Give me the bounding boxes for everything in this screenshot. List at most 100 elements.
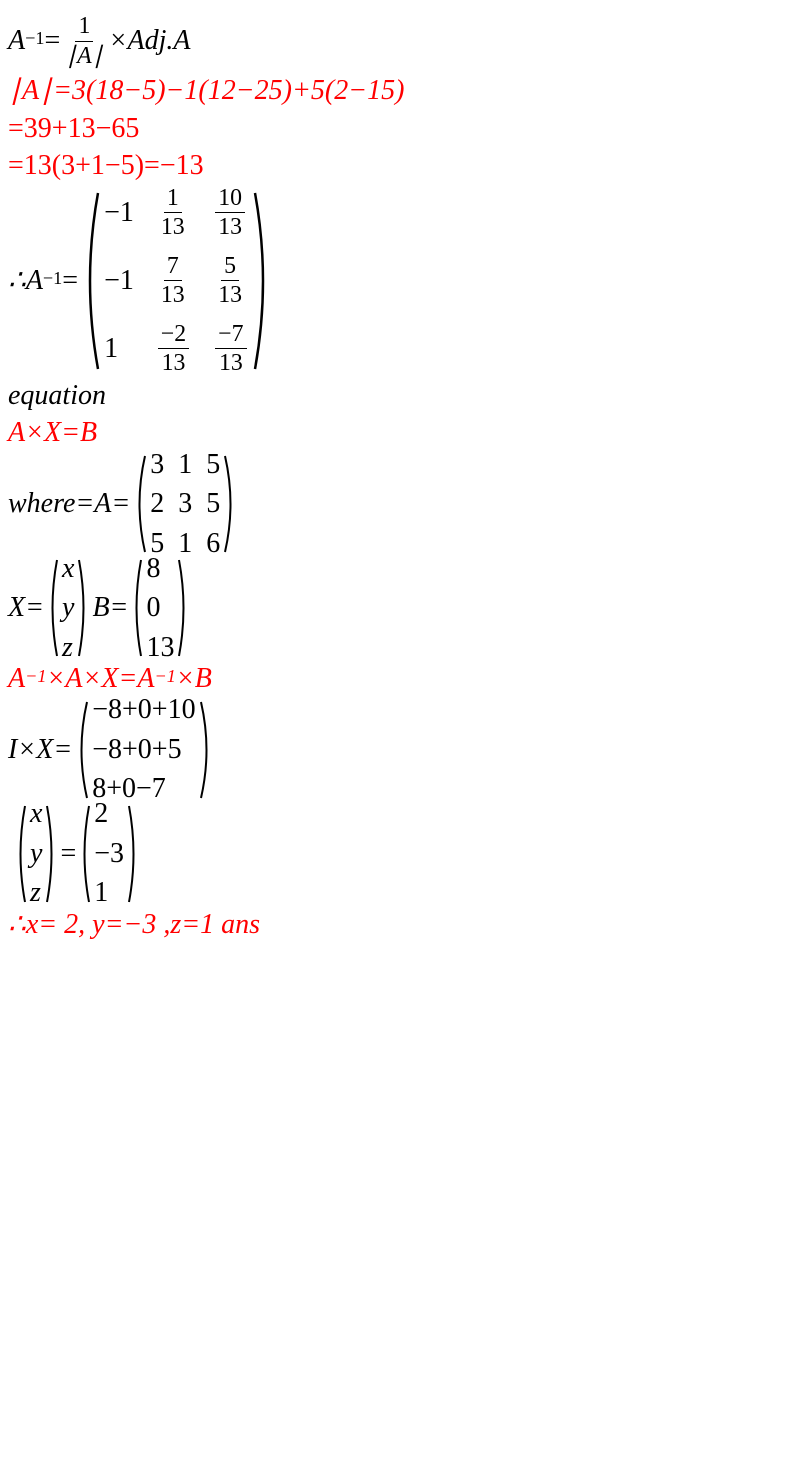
equation-line-6: equation [8,379,792,413]
fraction: 1013 [215,184,245,242]
equation-line-5: ∴A −1 = −11131013−17135131−213−713 [8,191,792,371]
matrix-cell: 1 [178,527,192,561]
left-paren-icon [132,454,148,554]
left-paren-icon [80,191,102,371]
matrix-cell: 113 [156,184,191,242]
exponent: −1 [154,666,175,688]
denominator: 13 [215,281,245,310]
left-paren-icon [78,804,92,904]
text: A [8,24,25,58]
text: where=A= [8,487,130,521]
matrix-cell: −213 [156,320,191,378]
numerator: 7 [164,252,182,282]
matrix-cell: 3 [150,448,164,482]
right-paren-icon [76,558,90,658]
right-paren-icon [126,804,140,904]
text: =39+13−65 [8,112,139,146]
text: B= [92,591,128,625]
text: = [62,264,78,298]
matrix-cell: y [62,591,74,625]
inverse-matrix: −11131013−17135131−213−713 [80,191,272,371]
text: ×Adj.A [109,24,191,58]
matrix-cell: −3 [94,837,124,871]
matrix-cell: 5 [206,448,220,482]
text: A [8,662,25,696]
equation-line-11: I×X= −8+0+10−8+0+58+0−7 [8,700,792,800]
matrix-cell: 1 [104,332,134,366]
denominator: 13 [158,213,188,242]
exponent: −1 [25,666,46,688]
matrix-cell: x [30,797,42,831]
matrix-cell: 1013 [213,184,248,242]
equation-line-4: =13(3+1−5)=−13 [8,149,792,183]
matrix-cell: z [30,876,42,910]
matrix-cell: 1 [94,876,124,910]
fraction: −213 [158,320,189,378]
numerator: 1 [75,12,93,42]
text: =13(3+1−5)=−13 [8,149,204,183]
equation-line-12: xyz = 2−31 [8,804,792,904]
numerator: 10 [215,184,245,214]
equation-line-3: =39+13−65 [8,112,792,146]
matrix-cell: x [62,552,74,586]
matrix-cell: −713 [213,320,248,378]
denominator: 13 [159,349,189,378]
left-paren-icon [14,804,28,904]
text: ∣A∣=3(18−5)−1(12−25)+5(2−15) [8,74,404,108]
left-paren-icon [46,558,60,658]
exponent: −1 [43,268,62,290]
text: A×X=B [8,416,97,450]
numerator: 1 [164,184,182,214]
fraction: 1 ∣A∣ [62,12,106,70]
matrix-cell: 2 [150,487,164,521]
matrix-cell: −1 [104,196,134,230]
matrix-b: 8013 [130,558,190,658]
matrix-ix: −8+0+10−8+0+58+0−7 [74,700,213,800]
fraction: 513 [215,252,245,310]
text: = [44,24,60,58]
matrix-cell: 8 [146,552,174,586]
left-paren-icon [74,700,90,800]
denominator: ∣A∣ [62,42,106,71]
equation-line-2: ∣A∣=3(18−5)−1(12−25)+5(2−15) [8,74,792,108]
text: I×X= [8,733,72,767]
left-paren-icon [130,558,144,658]
matrix-cell: 2 [94,797,124,831]
matrix-cell: −8+0+10 [92,693,195,727]
matrix-cell: −8+0+5 [92,733,195,767]
text: equation [8,379,106,413]
right-paren-icon [198,700,214,800]
matrix-xyz: xyz [14,804,58,904]
denominator: 13 [158,281,188,310]
equation-line-8: where=A= 315235516 [8,454,792,554]
matrix-cell: 0 [146,591,174,625]
matrix-x: xyz [46,558,90,658]
equation-line-9: X= xyz B= 8013 [8,558,792,658]
exponent: −1 [25,28,44,50]
right-paren-icon [176,558,190,658]
equation-line-7: A×X=B [8,416,792,450]
text: X= [8,591,44,625]
fraction: −713 [215,320,246,378]
matrix-cell: y [30,837,42,871]
right-paren-icon [251,191,273,371]
text: ∴A [8,264,43,298]
numerator: −7 [215,320,246,350]
equation-line-13: ∴x= 2, y=−3 ,z=1 ans [8,908,792,942]
text: ∴x= 2, y=−3 ,z=1 ans [8,908,260,942]
denominator: 13 [215,213,245,242]
matrix-cell: 1 [178,448,192,482]
text: = [60,837,76,871]
matrix-cell: 513 [213,252,248,310]
matrix-cell: z [62,631,74,665]
right-paren-icon [222,454,238,554]
numerator: −2 [158,320,189,350]
matrix-cell: 3 [178,487,192,521]
matrix-a: 315235516 [132,454,238,554]
right-paren-icon [44,804,58,904]
denominator: 13 [216,349,246,378]
matrix-cell: 5 [206,487,220,521]
matrix-result: 2−31 [78,804,140,904]
numerator: 5 [221,252,239,282]
fraction: 113 [158,184,188,242]
